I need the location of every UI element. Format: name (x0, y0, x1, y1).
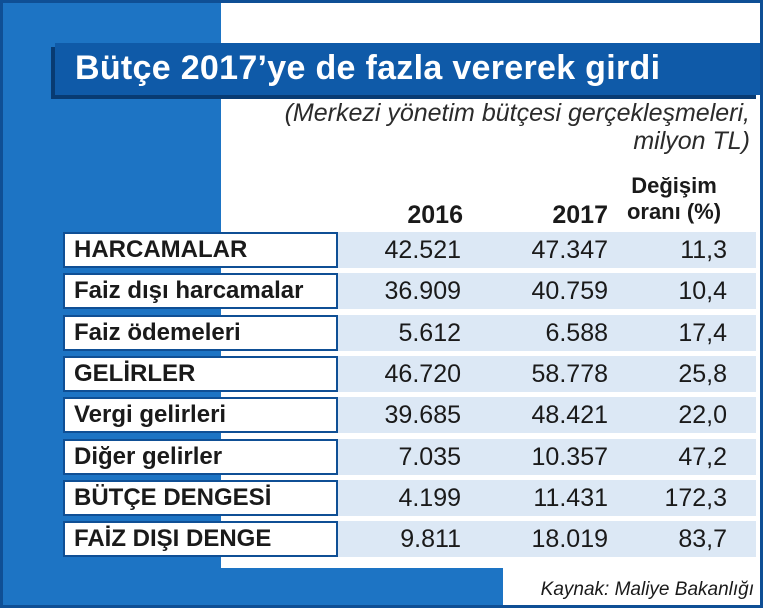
row-value-strip (335, 480, 756, 516)
accent-bottom-band (3, 568, 503, 605)
value-change: 172,3 (664, 484, 727, 512)
chart-title: Bütçe 2017’ye de fazla vererek girdi (75, 49, 661, 87)
value-2017: 11.431 (533, 484, 608, 512)
row-value-strip (335, 439, 756, 475)
value-change: 22,0 (678, 401, 727, 429)
column-header-2017: 2017 (552, 201, 608, 229)
value-change: 10,4 (678, 277, 727, 305)
value-2016: 7.035 (398, 443, 461, 471)
row-label: HARCAMALAR (63, 232, 338, 268)
column-header-change-line-1: Değişim (631, 173, 717, 198)
value-2017: 48.421 (531, 401, 608, 429)
row-label: BÜTÇE DENGESİ (63, 480, 338, 516)
value-2016: 39.685 (384, 401, 461, 429)
row-value-strip (335, 315, 756, 351)
value-change: 17,4 (678, 319, 727, 347)
value-2016: 4.199 (398, 484, 461, 512)
data-table: HARCAMALAR 42.521 47.347 11,3 Faiz dışı harc… (3, 3, 760, 605)
value-2016: 36.909 (384, 277, 461, 305)
row-label: Vergi gelirleri (63, 397, 338, 433)
value-2017: 18.019 (531, 525, 608, 553)
value-change: 83,7 (678, 525, 727, 553)
row-label: Faiz dışı harcamalar (63, 273, 338, 309)
table-row: GELİRLER 46.720 58.778 25,8 (3, 356, 760, 394)
table-row: Vergi gelirleri 39.685 48.421 22,0 (3, 397, 760, 435)
value-change: 25,8 (678, 360, 727, 388)
row-value-strip (335, 273, 756, 309)
value-2016: 46.720 (384, 360, 461, 388)
source-note: Kaynak: Maliye Bakanlığı (540, 579, 754, 600)
chart-subtitle-line-2: milyon TL) (633, 127, 750, 155)
chart-subtitle-line-1: (Merkezi yönetim bütçesi gerçekleşmeleri… (284, 99, 750, 127)
value-2017: 10.357 (531, 443, 608, 471)
row-label: Faiz ödemeleri (63, 315, 338, 351)
row-value-strip (335, 397, 756, 433)
value-change: 47,2 (678, 443, 727, 471)
value-2017: 47.347 (531, 236, 608, 264)
column-header-change-line-2: oranı (%) (626, 199, 722, 224)
value-2017: 40.759 (531, 277, 608, 305)
row-label: FAİZ DIŞI DENGE (63, 521, 338, 557)
value-change: 11,3 (680, 236, 727, 264)
table-row: BÜTÇE DENGESİ 4.199 11.431 172,3 (3, 480, 760, 518)
table-row: HARCAMALAR 42.521 47.347 11,3 (3, 232, 760, 270)
value-2017: 6.588 (545, 319, 608, 347)
row-value-strip (335, 232, 756, 268)
value-2017: 58.778 (531, 360, 608, 388)
row-value-strip (335, 356, 756, 392)
table-row: Faiz dışı harcamalar 36.909 40.759 10,4 (3, 273, 760, 311)
row-label: GELİRLER (63, 356, 338, 392)
value-2016: 9.811 (400, 525, 461, 553)
table-row: FAİZ DIŞI DENGE 9.811 18.019 83,7 (3, 521, 760, 559)
value-2016: 5.612 (398, 319, 461, 347)
value-2016: 42.521 (384, 236, 461, 264)
table-row: Faiz ödemeleri 5.612 6.588 17,4 (3, 315, 760, 353)
title-banner: Bütçe 2017’ye de fazla vererek girdi (55, 43, 760, 95)
row-value-strip (335, 521, 756, 557)
column-header-2016: 2016 (407, 201, 463, 229)
row-label: Diğer gelirler (63, 439, 338, 475)
table-row: Diğer gelirler 7.035 10.357 47,2 (3, 439, 760, 477)
